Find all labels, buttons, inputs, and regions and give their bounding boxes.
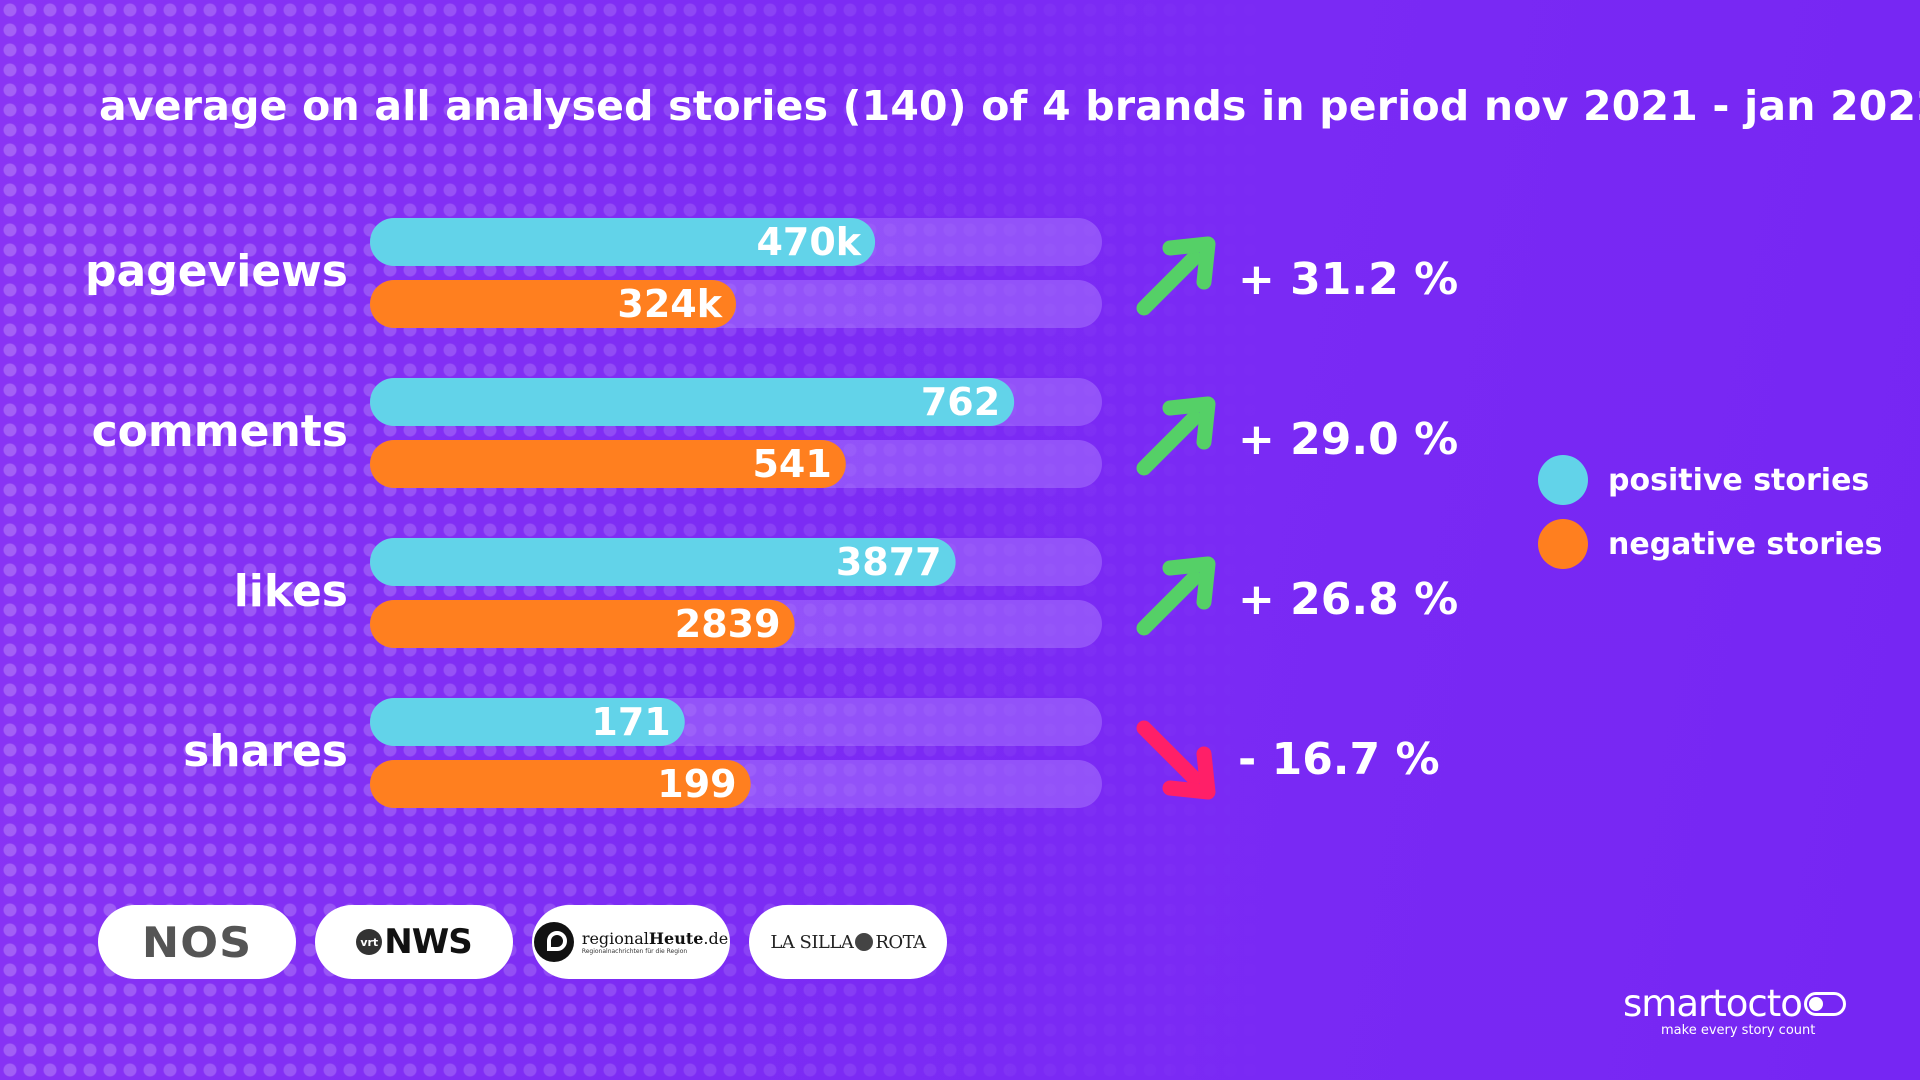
chart-title: average on all analysed stories (140) of…: [99, 82, 1920, 130]
logo-regional-heute: regionalHeute.de Regionalnachrichten für…: [532, 905, 730, 979]
rh-regular: regional: [581, 928, 649, 948]
arrow-head: [1162, 396, 1216, 450]
regional-heute-mark: regionalHeute.de Regionalnachrichten für…: [533, 922, 729, 962]
arrow-shaft: [1136, 410, 1202, 476]
rh-bold: Heute: [648, 928, 704, 948]
toggle-icon: [1803, 991, 1846, 1016]
smartocto-wordmark: smartocto: [1623, 982, 1846, 1025]
bar-value-negative-likes: 2839: [675, 602, 781, 646]
regional-heute-tagline: Regionalnachrichten für die Region: [581, 947, 688, 955]
rh-tld: .de: [703, 928, 729, 948]
bar-negative-comments: [370, 440, 846, 488]
category-label-comments: comments: [92, 406, 348, 457]
bar-value-negative-pageviews: 324k: [617, 282, 722, 326]
logo-nos: NOS: [98, 905, 296, 979]
legend-swatch-positive: [1538, 455, 1588, 505]
la-silla-rota-mark: LA SILLA ROTA: [770, 931, 926, 953]
category-label-pageviews: pageviews: [85, 246, 348, 297]
arrow-head: [1162, 746, 1216, 800]
bar-value-negative-shares: 199: [657, 762, 736, 806]
arrow-shaft: [1136, 570, 1202, 636]
legend-item-negative: negative stories: [1538, 519, 1882, 569]
bar-value-negative-comments: 541: [752, 442, 831, 486]
category-label-likes: likes: [234, 566, 348, 617]
arrow-up-icon-pageviews: [1136, 236, 1216, 316]
legend-swatch-negative: [1538, 519, 1588, 569]
arrow-up-icon-comments: [1136, 396, 1216, 476]
change-value-comments: + 29.0 %: [1238, 414, 1458, 465]
change-value-pageviews: + 31.2 %: [1238, 254, 1458, 305]
smartocto-name: smartocto: [1623, 982, 1803, 1025]
brand-logos: NOS vrt NWS regionalHeute.de Regionalnac…: [98, 905, 966, 979]
legend: positive stories negative stories: [1538, 455, 1882, 583]
logo-vrt-nws: vrt NWS: [315, 905, 513, 979]
logo-la-silla-rota: LA SILLA ROTA: [749, 905, 947, 979]
regional-heute-name: regionalHeute.de: [581, 928, 729, 948]
legend-label-negative: negative stories: [1608, 526, 1883, 562]
bar-value-positive-likes: 3877: [836, 540, 942, 584]
bar-positive-comments: [370, 378, 1015, 426]
arrow-shaft: [1136, 250, 1202, 316]
bar-negative-likes: [370, 600, 795, 648]
smartocto-logo: smartocto make every story count: [1623, 982, 1846, 1038]
legend-item-positive: positive stories: [1538, 455, 1882, 505]
arrow-head: [1162, 556, 1216, 610]
bar-negative-pageviews: [370, 280, 736, 328]
bar-value-positive-comments: 762: [921, 380, 1000, 424]
vrt-badge: vrt: [356, 929, 383, 955]
category-label-shares: shares: [183, 726, 348, 777]
bar-negative-shares: [370, 760, 751, 808]
lsr-emblem-icon: [855, 933, 874, 951]
regional-heute-wordmark: regionalHeute.de Regionalnachrichten für…: [581, 928, 729, 955]
arrow-head: [1162, 236, 1216, 290]
smartocto-tagline: make every story count: [1661, 1023, 1816, 1038]
bar-value-positive-shares: 171: [591, 700, 670, 744]
bar-positive-likes: [370, 538, 956, 586]
vrt-nws-text: NWS: [384, 922, 472, 962]
legend-label-positive: positive stories: [1608, 462, 1870, 498]
logo-nos-text: NOS: [141, 917, 253, 967]
arrow-shaft: [1136, 720, 1202, 786]
arrow-down-icon-shares: [1136, 720, 1216, 800]
lsr-left-text: LA SILLA: [770, 931, 854, 953]
bar-value-positive-pageviews: 470k: [756, 220, 861, 264]
change-value-likes: + 26.8 %: [1238, 574, 1458, 625]
arrow-up-icon-likes: [1136, 556, 1216, 636]
lsr-right-text: ROTA: [875, 931, 926, 953]
bar-positive-shares: [370, 698, 685, 746]
logo-vrt-mark: vrt NWS: [356, 922, 473, 962]
regional-heute-icon: [533, 922, 574, 962]
change-value-shares: - 16.7 %: [1238, 734, 1440, 785]
bar-positive-pageviews: [370, 218, 876, 266]
